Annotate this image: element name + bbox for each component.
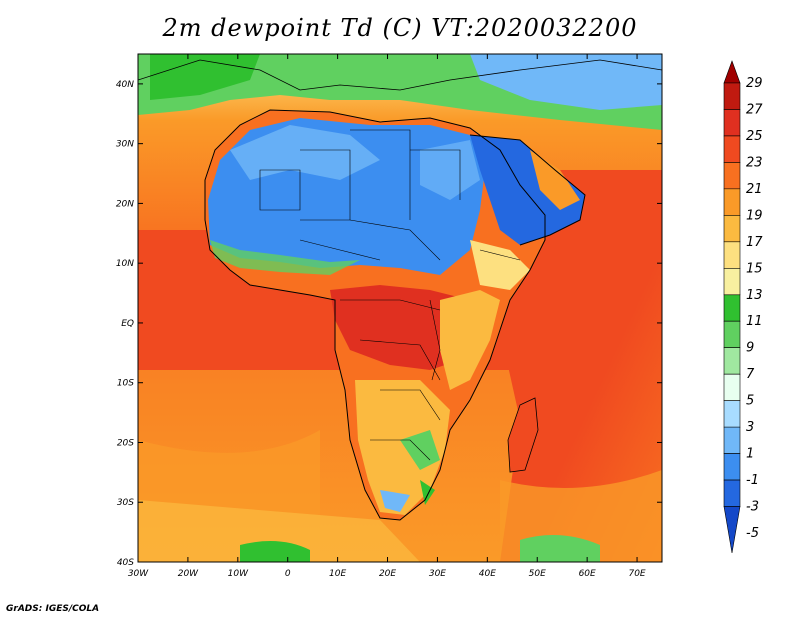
- colorbar-label: 15: [746, 261, 763, 276]
- karoo-dry: [380, 490, 410, 512]
- madagascar: [507, 397, 539, 473]
- colorbar-swatch: [723, 109, 741, 137]
- colorbar-label: 21: [746, 182, 763, 197]
- lat-tick-label: 10S: [117, 379, 134, 389]
- colorbar-label: 11: [746, 314, 763, 329]
- colorbar: 29 27 25 23 21 19 17 15 13 11 9 7 5 3 1 -1 -3 -5: [723, 60, 763, 554]
- east-africa-highlands: [440, 290, 500, 390]
- lon-tick-label: 20E: [379, 569, 396, 579]
- colorbar-label: 25: [746, 129, 763, 144]
- lon-tick-label: 10W: [228, 569, 249, 579]
- colorbar-swatch: [723, 320, 741, 349]
- lon-tick-label: 10E: [329, 569, 346, 579]
- map-title: 2m dewpoint Td (C) VT:2020032200: [162, 14, 638, 42]
- lon-tick-label: 0: [285, 569, 291, 579]
- lon-tick-label: 40E: [479, 569, 496, 579]
- southern-africa: [355, 380, 450, 515]
- arabia-dry: [470, 135, 585, 245]
- south-green-patch-1: [240, 541, 310, 562]
- ethiopia-highlands: [470, 240, 530, 290]
- colorbar-swatch: [723, 506, 741, 554]
- lon-tick-label: 30W: [128, 569, 149, 579]
- latitude-axis: 40N 30N 20N 10N EQ 10S 20S 30S 40S: [116, 80, 662, 568]
- colorbar-swatch: [723, 453, 741, 481]
- map-field: [138, 54, 662, 562]
- colorbar-label: -3: [746, 500, 759, 515]
- colorbar-label: 23: [746, 155, 763, 170]
- middle-east-dry: [470, 54, 662, 110]
- colorbar-label: 13: [746, 288, 763, 303]
- lon-tick-label: 70E: [628, 569, 645, 579]
- colorbar-label: -5: [746, 526, 759, 541]
- colorbar-swatch: [723, 400, 741, 428]
- colorbar-swatch: [723, 294, 741, 322]
- map-frame: [137, 53, 663, 563]
- colorbar-label: 5: [746, 394, 754, 409]
- lat-tick-label: 20S: [117, 438, 134, 448]
- lat-tick-label: 40S: [117, 558, 134, 568]
- colorbar-label: 1: [746, 447, 754, 462]
- colorbar-swatch: [723, 60, 741, 84]
- lon-tick-label: 60E: [579, 569, 596, 579]
- colorbar-swatch: [723, 479, 741, 507]
- colorbar-label: 17: [746, 235, 763, 250]
- gulf-coast-humid: [530, 150, 580, 210]
- lat-tick-label: EQ: [121, 319, 134, 329]
- colorbar-swatch: [723, 135, 741, 163]
- lat-tick-label: 40N: [116, 80, 134, 90]
- country-borders: [259, 129, 521, 461]
- lon-tick-label: 50E: [529, 569, 546, 579]
- colorbar-label: 29: [746, 76, 763, 91]
- colorbar-swatch: [723, 267, 741, 296]
- lon-tick-label: 20W: [178, 569, 199, 579]
- colorbar-swatch: [723, 215, 741, 243]
- arabia-coastline: [469, 134, 586, 246]
- lon-tick-label: 30E: [429, 569, 446, 579]
- south-green-patch-2: [520, 535, 600, 562]
- sahara-light-patch: [230, 125, 380, 180]
- ocean-far-south: [138, 500, 420, 562]
- colorbar-swatch: [723, 373, 741, 401]
- lesotho-green: [420, 480, 435, 505]
- europe-coastline: [138, 59, 662, 91]
- sahel-green: [210, 240, 360, 275]
- colorbar-label: 3: [746, 420, 754, 435]
- egypt-light-patch: [420, 140, 480, 200]
- colorbar-label: 9: [746, 341, 754, 356]
- colorbar-label: 19: [746, 208, 763, 223]
- lat-tick-label: 20N: [116, 199, 134, 209]
- africa-coastline: [204, 109, 546, 521]
- credit-text: GrADS: IGES/COLA: [6, 604, 100, 614]
- colorbar-label: -1: [746, 473, 759, 488]
- longitude-axis: 30W 20W 10W 0 10E 20E 30E 40E 50E 60E 70E: [128, 54, 646, 579]
- lat-tick-label: 10N: [116, 259, 134, 269]
- lat-tick-label: 30S: [117, 498, 134, 508]
- colorbar-label: 27: [746, 102, 763, 117]
- colorbar-swatch: [723, 188, 741, 216]
- colorbar-label: 7: [746, 367, 755, 382]
- colorbar-swatch: [723, 82, 741, 110]
- colorbar-swatch: [723, 162, 741, 190]
- colorbar-swatch: [723, 426, 741, 454]
- colorbar-swatch: [723, 347, 741, 375]
- lat-tick-label: 30N: [116, 140, 134, 150]
- colorbar-swatch: [723, 241, 741, 269]
